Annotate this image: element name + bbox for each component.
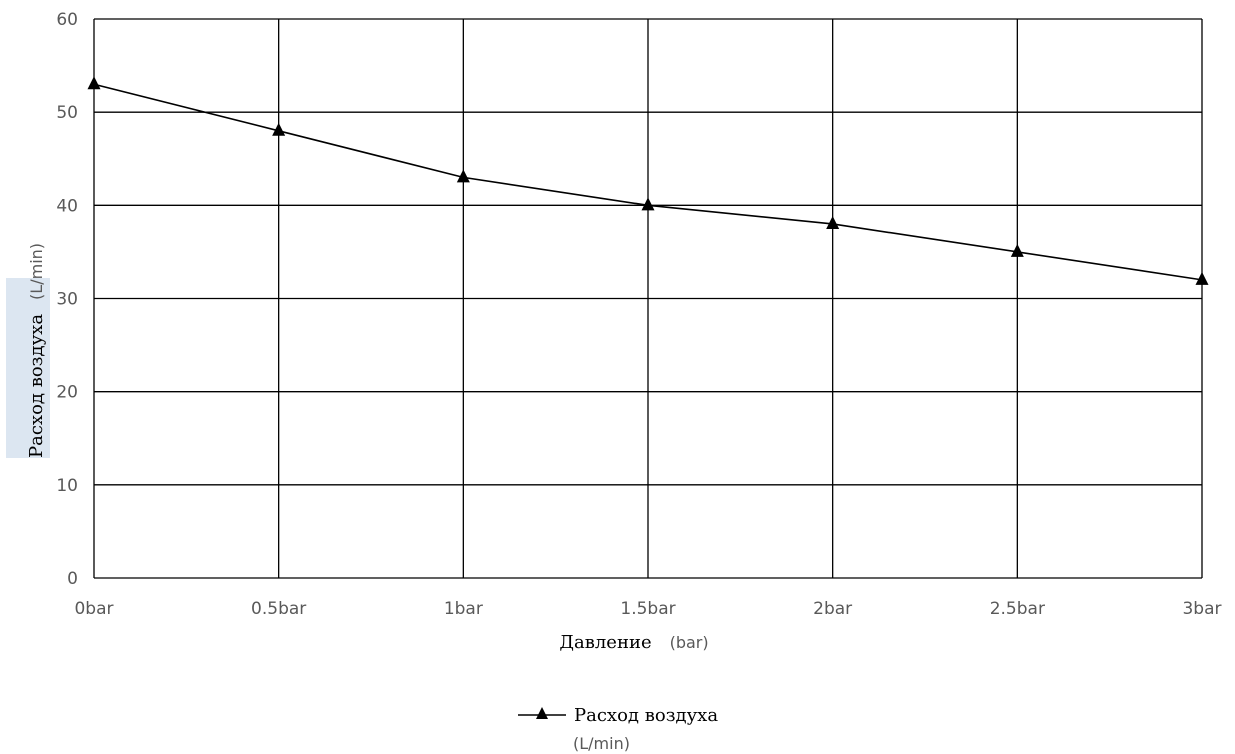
- data-point-triangle: [87, 76, 101, 90]
- y-axis-label-highlight: [6, 278, 50, 458]
- x-axis-label: Давление (bar): [559, 632, 708, 653]
- data-point-triangle: [1010, 243, 1024, 257]
- x-tick-label: 0bar: [74, 599, 113, 619]
- y-tick-label: 50: [56, 103, 78, 123]
- data-point-triangle: [272, 122, 286, 136]
- y-tick-labels: 0 10 20 30 40 50 60: [56, 10, 78, 589]
- x-tick-label: 1bar: [444, 599, 483, 619]
- grid-lines: [93, 18, 1203, 579]
- data-point-triangle: [826, 215, 840, 229]
- legend-series-name: Расход воздуха: [574, 705, 718, 726]
- x-axis-label-text: Давление: [559, 632, 651, 653]
- x-tick-label: 1.5bar: [620, 599, 675, 619]
- data-point-triangle: [641, 197, 655, 211]
- data-point-triangle: [1195, 271, 1209, 285]
- y-tick-label: 40: [56, 196, 78, 216]
- data-point-triangle: [456, 169, 470, 183]
- legend-series-unit: (L/min): [573, 734, 630, 753]
- x-tick-label: 0.5bar: [251, 599, 306, 619]
- legend: Расход воздуха (L/min): [518, 705, 718, 753]
- y-tick-label: 20: [56, 383, 78, 403]
- x-axis-label-unit: (bar): [670, 633, 709, 652]
- x-tick-labels: 0bar 0.5bar 1bar 1.5bar 2bar 2.5bar 3bar: [74, 599, 1221, 619]
- series: [87, 76, 1209, 285]
- y-tick-label: 30: [56, 290, 78, 310]
- y-tick-label: 10: [56, 476, 78, 496]
- legend-triangle-icon: [536, 707, 548, 719]
- x-tick-label: 3bar: [1182, 599, 1221, 619]
- y-axis-label: Расход воздуха (L/min): [26, 243, 47, 458]
- x-tick-label: 2bar: [813, 599, 852, 619]
- y-axis-label-unit: (L/min): [27, 243, 46, 300]
- y-tick-label: 60: [56, 10, 78, 30]
- y-axis-label-text: Расход воздуха: [26, 314, 47, 458]
- x-tick-label: 2.5bar: [990, 599, 1045, 619]
- y-tick-label: 0: [67, 569, 78, 589]
